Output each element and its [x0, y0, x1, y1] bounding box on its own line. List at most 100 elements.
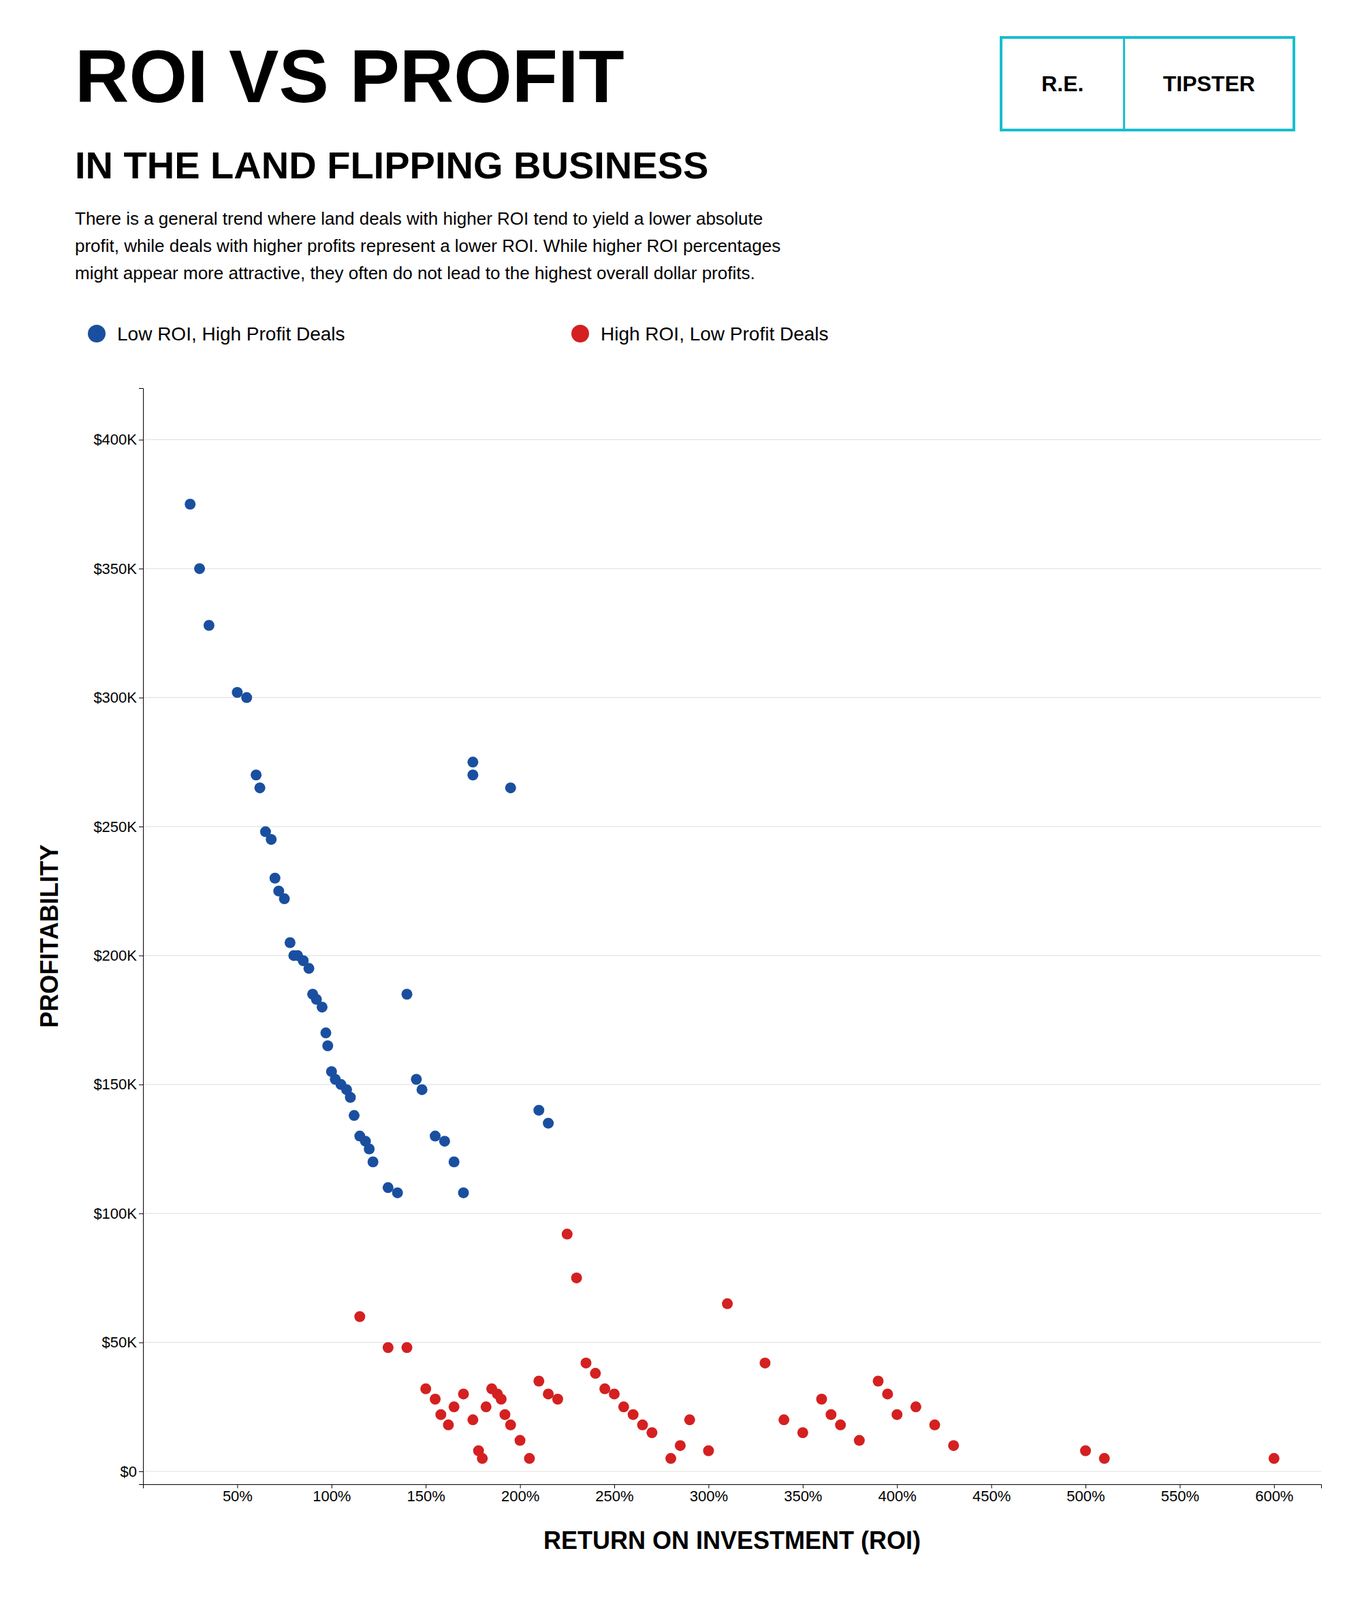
- point: [458, 1388, 470, 1400]
- point: [250, 769, 262, 781]
- point: [825, 1409, 837, 1421]
- y-tick-mark: [138, 439, 144, 441]
- point: [1080, 1445, 1091, 1457]
- x-axis-title: RETURN ON INVESTMENT (ROI): [543, 1526, 921, 1555]
- point: [316, 1001, 328, 1013]
- x-tick-label: 450%: [972, 1487, 1011, 1506]
- point: [476, 1453, 488, 1465]
- point: [759, 1357, 771, 1369]
- point: [401, 1342, 413, 1354]
- point: [467, 769, 479, 781]
- point: [815, 1394, 827, 1405]
- point: [429, 1394, 441, 1405]
- y-tick: $200K: [93, 947, 144, 965]
- point: [410, 1073, 422, 1085]
- x-tick-label: 300%: [689, 1487, 728, 1506]
- grid-line: [143, 1342, 1322, 1343]
- subtitle: IN THE LAND FLIPPING BUSINESS: [74, 143, 709, 187]
- y-tick-label: $300K: [93, 689, 137, 707]
- logo: R.E. TIPSTER: [1001, 37, 1294, 131]
- title: ROI VS PROFIT: [74, 34, 625, 118]
- point: [448, 1401, 460, 1413]
- point: [505, 1419, 517, 1431]
- x-tick-label: 150%: [407, 1487, 446, 1506]
- y-tick: $100K: [93, 1205, 144, 1223]
- point: [348, 1110, 360, 1121]
- point: [241, 692, 252, 704]
- point: [505, 782, 517, 794]
- point: [637, 1419, 649, 1431]
- x-tick: 300%: [689, 1484, 728, 1506]
- legend-label: Low ROI, High Profit Deals: [117, 323, 346, 345]
- logo-text: TIPSTER: [1163, 71, 1256, 97]
- series: [184, 498, 554, 1198]
- point: [420, 1383, 432, 1395]
- point: [523, 1453, 535, 1465]
- y-tick-label: $0: [120, 1463, 137, 1481]
- y-tick: $250K: [93, 818, 144, 836]
- x-tick: 200%: [501, 1484, 540, 1506]
- x-tick-label: 350%: [783, 1487, 822, 1506]
- point: [467, 1414, 479, 1426]
- y-tick-mark: [138, 1213, 144, 1215]
- point: [284, 937, 296, 948]
- legend-swatch: [571, 324, 590, 343]
- legend-item: High ROI, Low Profit Deals: [571, 323, 829, 345]
- point: [1099, 1453, 1111, 1465]
- grid-line: [143, 697, 1322, 699]
- y-tick-label: $100K: [93, 1205, 137, 1223]
- y-tick: $150K: [93, 1075, 144, 1094]
- y-tick-mark: [138, 568, 144, 570]
- y-tick-label: $150K: [93, 1075, 137, 1094]
- point: [891, 1409, 903, 1421]
- x-tick: 50%: [222, 1484, 253, 1506]
- point: [571, 1272, 583, 1284]
- point: [721, 1298, 733, 1310]
- grid-line: [143, 439, 1322, 440]
- x-tick: 350%: [783, 1484, 822, 1506]
- point: [646, 1427, 658, 1439]
- point: [231, 687, 243, 699]
- point: [320, 1027, 331, 1039]
- point: [853, 1435, 865, 1447]
- legend-item: Low ROI, High Profit Deals: [87, 323, 346, 345]
- point: [448, 1156, 460, 1168]
- point: [401, 988, 413, 1000]
- point: [435, 1409, 447, 1421]
- y-tick-label: $50K: [102, 1334, 138, 1352]
- point: [929, 1419, 941, 1431]
- y-tick: $300K: [93, 689, 144, 707]
- description-line: There is a general trend where land deal…: [74, 208, 763, 229]
- legend-swatch: [87, 324, 106, 343]
- y-tick-mark: [138, 698, 144, 699]
- point: [542, 1388, 554, 1400]
- x-tick-label: 400%: [878, 1487, 917, 1506]
- description-line: profit, while deals with higher profits …: [74, 235, 781, 257]
- legend: Low ROI, High Profit Deals High ROI, Low …: [87, 323, 829, 345]
- point: [382, 1342, 394, 1354]
- point: [429, 1131, 441, 1143]
- x-tick: 450%: [972, 1484, 1011, 1506]
- y-tick-label: $250K: [93, 818, 137, 836]
- logo-text: R.E.: [1041, 71, 1084, 97]
- grid-line: [143, 1084, 1322, 1085]
- point: [354, 1311, 366, 1323]
- point: [834, 1419, 846, 1431]
- point: [303, 962, 315, 974]
- point: [382, 1182, 394, 1194]
- point: [184, 498, 196, 510]
- point: [542, 1118, 554, 1130]
- point: [480, 1401, 492, 1413]
- point: [580, 1357, 592, 1369]
- point: [458, 1187, 470, 1199]
- point: [514, 1435, 526, 1447]
- legend-label: High ROI, Low Profit Deals: [600, 323, 829, 345]
- x-tick-label: 250%: [595, 1487, 634, 1506]
- point: [269, 873, 281, 884]
- point: [561, 1229, 573, 1241]
- point: [684, 1414, 696, 1426]
- point: [618, 1401, 630, 1413]
- point: [881, 1388, 893, 1400]
- point: [702, 1445, 714, 1457]
- y-tick: $400K: [93, 431, 144, 449]
